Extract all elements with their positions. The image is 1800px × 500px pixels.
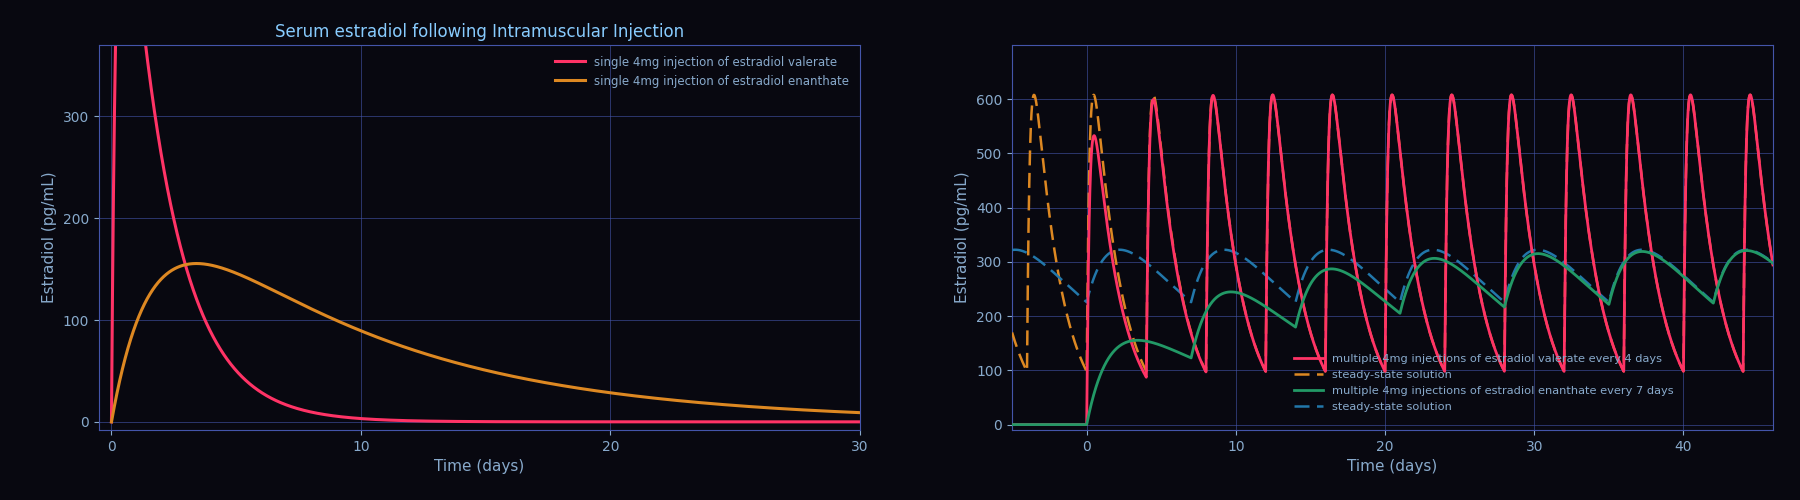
single 4mg injection of estradiol enanthate [754, 404, 776, 410]
single 4mg injection of estradiol enanthate [835, 409, 857, 415]
Title: Serum estradiol following Intramuscular Injection: Serum estradiol following Intramuscular … [275, 22, 684, 40]
multiple 4mg injections of estradiol valerate every 4 days [1606, 353, 1627, 359]
Line: steady-state solution: steady-state solution [1012, 250, 1773, 302]
multiple 4mg injections of estradiol valerate every 4 days [1485, 348, 1507, 354]
steady-state solution [1606, 354, 1627, 360]
steady-state solution [1451, 262, 1472, 268]
steady-state solution [1001, 247, 1022, 253]
Line: multiple 4mg injections of estradiol valerate every 4 days: multiple 4mg injections of estradiol val… [1012, 95, 1773, 424]
steady-state solution [1762, 260, 1784, 266]
single 4mg injection of estradiol valerate [835, 419, 857, 425]
multiple 4mg injections of estradiol enanthate every 7 days [1040, 422, 1062, 428]
single 4mg injection of estradiol enanthate [185, 260, 207, 266]
single 4mg injection of estradiol enanthate [101, 419, 122, 425]
single 4mg injection of estradiol enanthate [230, 272, 252, 278]
multiple 4mg injections of estradiol enanthate every 7 days [1762, 260, 1784, 266]
single 4mg injection of estradiol enanthate [389, 342, 410, 348]
multiple 4mg injections of estradiol valerate every 4 days [1566, 122, 1588, 128]
Line: single 4mg injection of estradiol valerate: single 4mg injection of estradiol valera… [112, 0, 860, 422]
Y-axis label: Estradiol (pg/mL): Estradiol (pg/mL) [956, 172, 970, 304]
steady-state solution [1040, 266, 1062, 272]
steady-state solution [1566, 124, 1588, 130]
steady-state solution [1762, 262, 1784, 268]
multiple 4mg injections of estradiol valerate every 4 days [1739, 92, 1760, 98]
steady-state solution [1285, 299, 1307, 305]
steady-state solution [1453, 174, 1474, 180]
steady-state solution [1566, 270, 1588, 276]
single 4mg injection of estradiol enanthate [185, 260, 207, 266]
single 4mg injection of estradiol valerate [850, 419, 871, 425]
multiple 4mg injections of estradiol enanthate every 7 days [1451, 268, 1472, 274]
steady-state solution [1276, 292, 1298, 298]
multiple 4mg injections of estradiol valerate every 4 days [1762, 262, 1784, 268]
steady-state solution [1040, 218, 1062, 224]
multiple 4mg injections of estradiol valerate every 4 days [1451, 172, 1472, 177]
single 4mg injection of estradiol valerate [421, 418, 443, 424]
Line: single 4mg injection of estradiol enanthate: single 4mg injection of estradiol enanth… [112, 264, 860, 422]
single 4mg injection of estradiol valerate [754, 419, 776, 425]
steady-state solution [1276, 208, 1298, 214]
steady-state solution [1485, 292, 1507, 298]
multiple 4mg injections of estradiol enanthate every 7 days [1001, 422, 1022, 428]
single 4mg injection of estradiol valerate [389, 418, 410, 424]
multiple 4mg injections of estradiol enanthate every 7 days [1276, 318, 1298, 324]
single 4mg injection of estradiol valerate [101, 419, 122, 425]
steady-state solution [1735, 246, 1757, 252]
steady-state solution [1373, 368, 1395, 374]
multiple 4mg injections of estradiol valerate every 4 days [1001, 422, 1022, 428]
multiple 4mg injections of estradiol enanthate every 7 days [1735, 248, 1757, 254]
steady-state solution [1485, 348, 1507, 354]
Line: multiple 4mg injections of estradiol enanthate every 7 days: multiple 4mg injections of estradiol ena… [1012, 250, 1773, 424]
multiple 4mg injections of estradiol enanthate every 7 days [1566, 272, 1588, 278]
single 4mg injection of estradiol enanthate [421, 352, 443, 358]
steady-state solution [1001, 330, 1022, 336]
multiple 4mg injections of estradiol enanthate every 7 days [1606, 275, 1627, 281]
multiple 4mg injections of estradiol valerate every 4 days [1040, 422, 1062, 428]
steady-state solution [1606, 272, 1627, 278]
single 4mg injection of estradiol valerate [185, 298, 207, 304]
multiple 4mg injections of estradiol enanthate every 7 days [1485, 296, 1507, 302]
single 4mg injection of estradiol enanthate [850, 410, 871, 416]
X-axis label: Time (days): Time (days) [1348, 460, 1438, 474]
Line: steady-state solution: steady-state solution [1012, 95, 1773, 371]
X-axis label: Time (days): Time (days) [434, 460, 524, 474]
Legend: single 4mg injection of estradiol valerate, single 4mg injection of estradiol en: single 4mg injection of estradiol valera… [551, 51, 853, 92]
Legend: multiple 4mg injections of estradiol valerate every 4 days, steady-state solutio: multiple 4mg injections of estradiol val… [1289, 349, 1678, 416]
single 4mg injection of estradiol valerate [230, 374, 252, 380]
steady-state solution [1262, 92, 1283, 98]
multiple 4mg injections of estradiol valerate every 4 days [1276, 208, 1298, 214]
Y-axis label: Estradiol (pg/mL): Estradiol (pg/mL) [43, 172, 58, 304]
